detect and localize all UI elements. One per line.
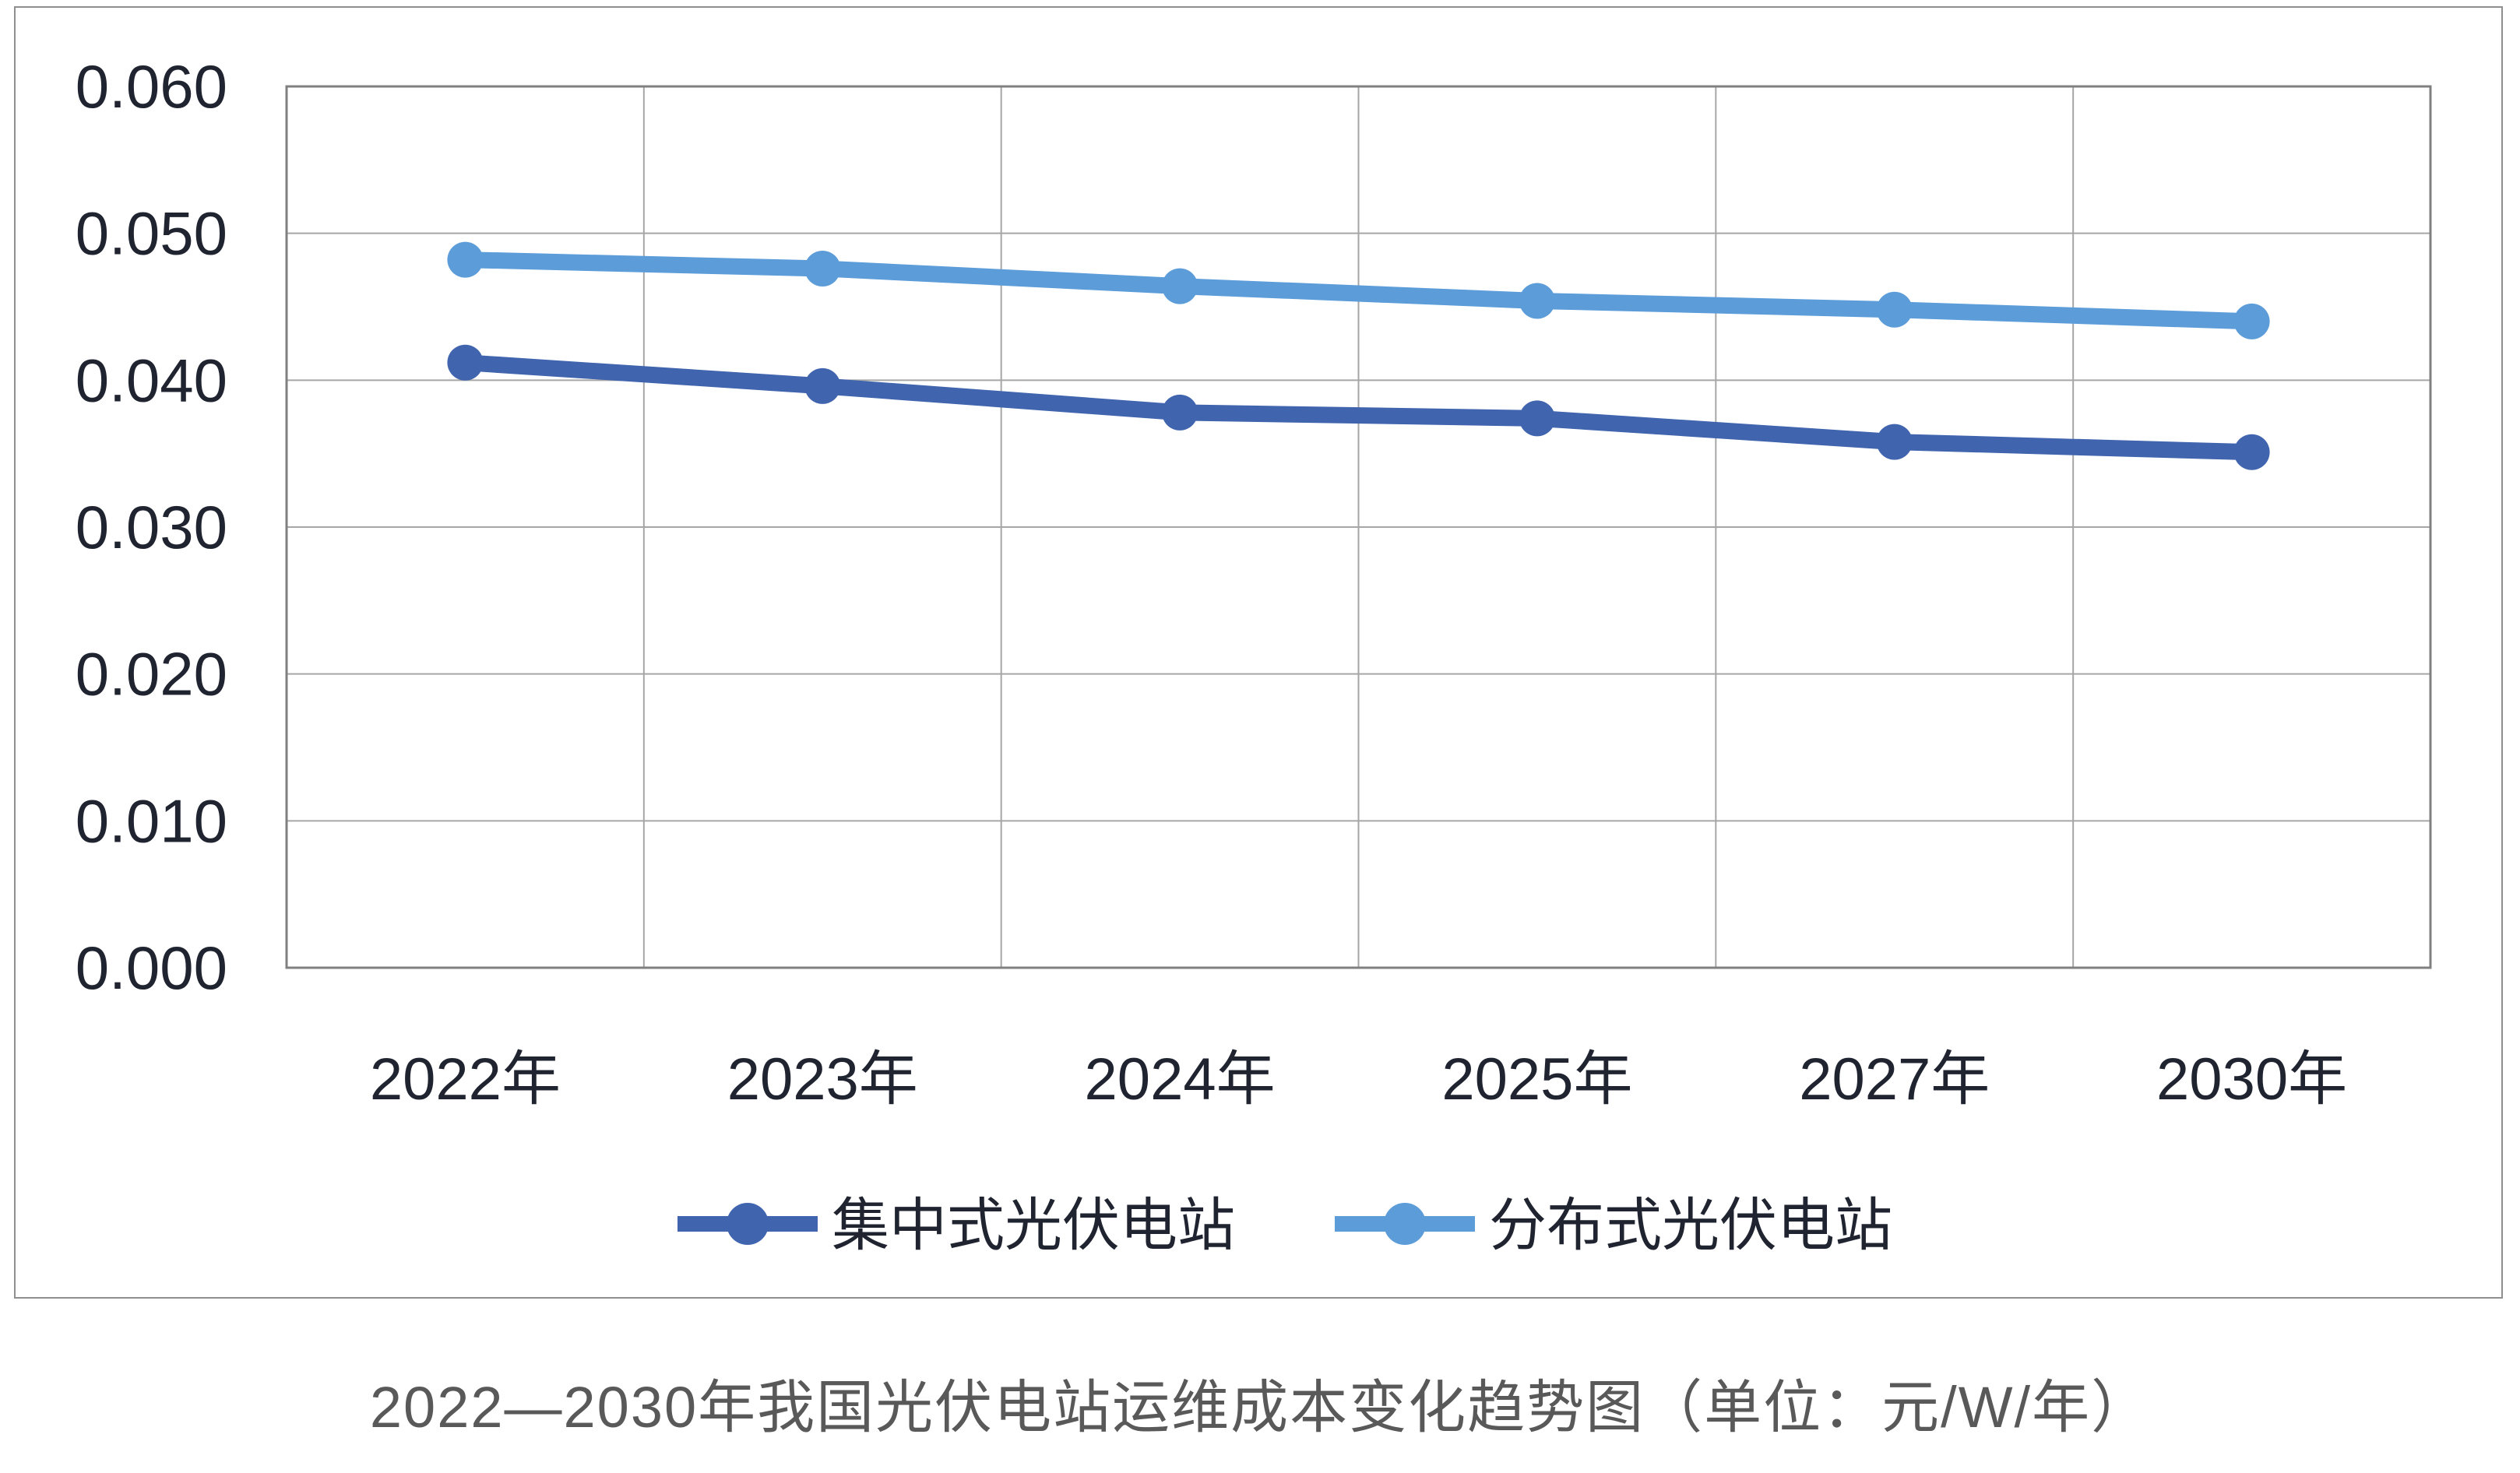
x-tick-label: 2030年	[2156, 1046, 2347, 1113]
legend-label: 分布式光伏电站	[1489, 1193, 1892, 1257]
series-marker	[804, 367, 841, 404]
series-marker	[2233, 434, 2270, 470]
y-tick-label: 0.010	[76, 786, 227, 855]
series-marker	[1519, 400, 1555, 437]
legend-key-dot	[727, 1203, 769, 1245]
series-marker	[447, 344, 484, 381]
series-marker	[1876, 291, 1913, 328]
plot-border	[285, 85, 2432, 969]
x-tick-label: 2025年	[1441, 1046, 1632, 1113]
y-tick-label: 0.040	[76, 346, 227, 414]
series-marker	[1519, 283, 1555, 319]
series-marker	[804, 250, 841, 287]
series-line-0	[456, 354, 2261, 461]
x-tick-label: 2023年	[727, 1046, 918, 1113]
series-marker	[1162, 394, 1198, 431]
chart-frame	[14, 6, 2503, 1299]
y-tick-label: 0.020	[76, 640, 227, 708]
legend-key-dot	[1384, 1203, 1426, 1245]
chart-title: 2022—2030年我国光伏电站运维成本变化趋势图（单位：元/W/年）	[369, 1375, 2151, 1440]
x-tick-label: 2024年	[1085, 1046, 1276, 1113]
series-marker	[1162, 268, 1198, 304]
y-tick-label: 0.000	[76, 933, 227, 1002]
series-marker	[447, 241, 484, 278]
series-marker	[2233, 303, 2270, 339]
y-tick-label: 0.050	[76, 199, 227, 268]
series-marker	[1876, 424, 1913, 460]
series-line-1	[456, 251, 2261, 330]
y-tick-label: 0.030	[76, 493, 227, 561]
x-tick-label: 2027年	[1799, 1046, 1990, 1113]
x-tick-label: 2022年	[370, 1046, 561, 1113]
legend-label: 集中式光伏电站	[832, 1193, 1235, 1257]
y-tick-label: 0.060	[76, 52, 227, 121]
